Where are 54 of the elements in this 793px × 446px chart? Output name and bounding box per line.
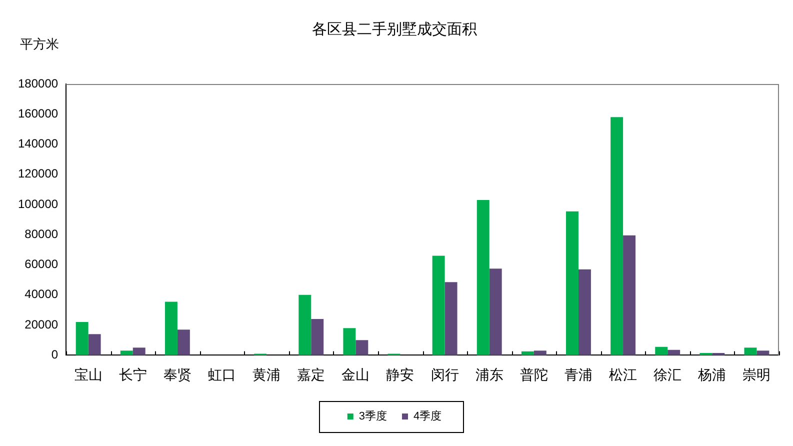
legend-label: 4季度	[414, 410, 442, 423]
legend-label: 3季度	[358, 410, 388, 423]
y-tick-label: 100000	[18, 196, 58, 211]
bar	[356, 340, 368, 356]
bar	[489, 268, 502, 356]
y-tick-label: 120000	[18, 166, 58, 181]
x-tick-label: 黄浦	[252, 366, 281, 382]
x-tick-label: 杨浦	[697, 366, 726, 382]
bar	[566, 211, 578, 356]
bar	[311, 319, 324, 356]
y-axis-title: 平方米	[20, 36, 59, 52]
chart-title: 各区县二手别墅成交面积	[312, 21, 477, 38]
x-tick-label: 青浦	[564, 366, 592, 382]
bar	[432, 256, 445, 356]
bar	[668, 350, 680, 356]
bar	[476, 200, 490, 356]
x-tick-label: 虹口	[208, 366, 236, 382]
bar	[756, 350, 770, 356]
bar	[177, 330, 190, 356]
bar	[578, 269, 591, 356]
bar	[120, 350, 133, 356]
x-tick-label: 嘉定	[297, 366, 326, 382]
y-tick-label: 0	[51, 348, 58, 362]
bar	[88, 334, 101, 356]
x-tick-label: 浦东	[475, 366, 504, 382]
y-tick-label: 40000	[24, 287, 58, 302]
bar	[132, 348, 146, 356]
x-tick-label: 奉贤	[163, 366, 192, 382]
y-tick-label: 140000	[18, 136, 58, 151]
x-tick-label: 静安	[386, 366, 414, 382]
bar	[534, 350, 546, 356]
bar	[655, 346, 668, 356]
bar	[744, 348, 757, 356]
x-tick-label: 长宁	[118, 366, 147, 382]
x-tick-label: 金山	[342, 366, 370, 382]
bar	[521, 351, 534, 356]
bar	[298, 294, 312, 356]
y-tick-label: 180000	[18, 76, 58, 90]
y-tick-label: 60000	[24, 257, 58, 272]
x-tick-label: 宝山	[74, 366, 102, 382]
y-tick-label: 160000	[18, 106, 58, 120]
y-tick-label: 20000	[24, 317, 58, 332]
x-tick-label: 普陀	[520, 366, 548, 382]
bar	[444, 282, 458, 356]
x-tick-label: 崇明	[742, 366, 771, 382]
y-tick-label: 80000	[24, 226, 58, 241]
bar	[164, 302, 178, 356]
x-tick-label: 松江	[609, 366, 638, 382]
x-tick-label: 闵行	[430, 366, 459, 382]
bar	[76, 322, 88, 356]
x-tick-label: 徐汇	[654, 366, 682, 382]
bar	[343, 328, 356, 356]
bar	[623, 235, 636, 356]
bar	[610, 117, 624, 356]
